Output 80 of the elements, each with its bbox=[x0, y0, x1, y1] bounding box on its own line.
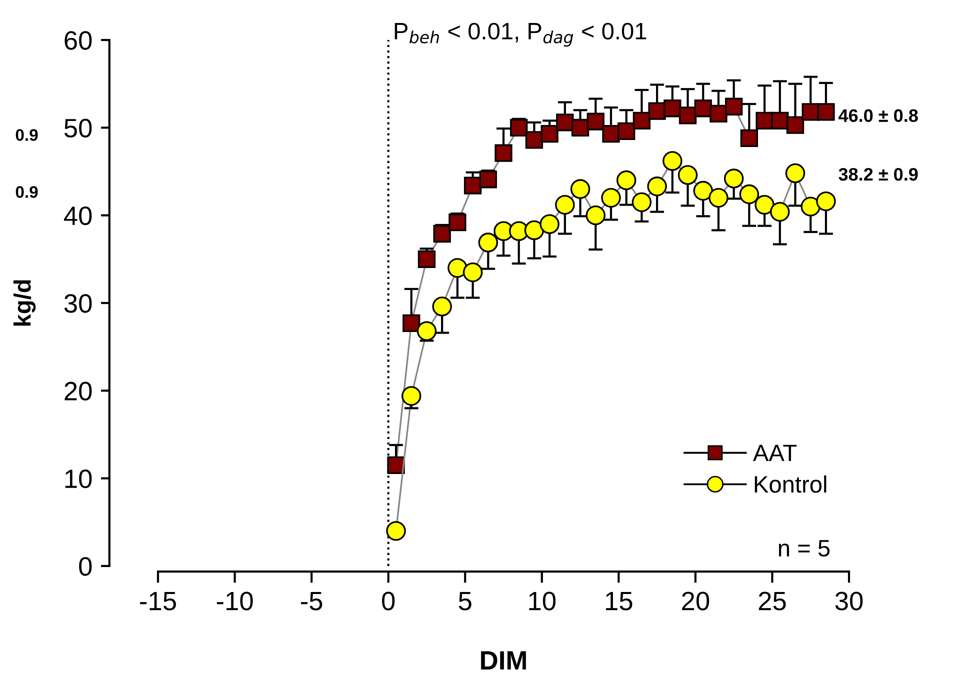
point bbox=[525, 131, 544, 149]
x-tick-label: -15 bbox=[140, 592, 176, 610]
point bbox=[632, 192, 652, 212]
point bbox=[602, 124, 620, 143]
point bbox=[586, 205, 606, 226]
point bbox=[678, 165, 698, 185]
point bbox=[586, 112, 604, 130]
point bbox=[724, 168, 744, 188]
point bbox=[708, 188, 728, 208]
point bbox=[540, 214, 560, 234]
point bbox=[418, 250, 436, 268]
point bbox=[662, 151, 682, 171]
point bbox=[601, 188, 621, 208]
x-tick-label: 25 bbox=[758, 592, 786, 610]
point bbox=[402, 386, 422, 406]
x-tick-label: 10 bbox=[529, 592, 556, 610]
point bbox=[771, 112, 789, 130]
x-tick-label: -5 bbox=[300, 592, 322, 610]
point bbox=[632, 112, 651, 130]
point bbox=[725, 98, 743, 116]
y-tick-label: 60 bbox=[64, 31, 92, 50]
text: 0.9 bbox=[16, 129, 38, 141]
point bbox=[817, 103, 835, 121]
y-tick-label: 20 bbox=[64, 382, 92, 400]
x-tick-label: 0 bbox=[382, 592, 395, 610]
annotation: P$_{beh}$ < 0.01, P$_{dag}$ < 0.01 bbox=[394, 22, 646, 47]
point bbox=[571, 118, 590, 136]
point bbox=[647, 176, 667, 196]
point bbox=[433, 224, 451, 243]
annotation: 46.0 ± 0.8 bbox=[838, 109, 918, 122]
y-tick-label: 50 bbox=[64, 118, 92, 138]
point bbox=[448, 214, 466, 232]
y-tick-label: 30 bbox=[64, 294, 92, 313]
point bbox=[678, 106, 697, 124]
point bbox=[540, 124, 558, 143]
point bbox=[800, 196, 820, 216]
point bbox=[694, 100, 712, 118]
point bbox=[693, 180, 713, 201]
y-tick-label: 40 bbox=[64, 206, 92, 226]
point bbox=[816, 191, 836, 212]
point bbox=[616, 170, 636, 190]
point bbox=[524, 220, 544, 240]
x-tick-label: 5 bbox=[458, 592, 472, 610]
point bbox=[754, 194, 774, 215]
text: 0.9 bbox=[16, 186, 38, 198]
x-tick-label: 30 bbox=[835, 592, 863, 610]
point bbox=[464, 176, 482, 194]
x-axis-title: DIM bbox=[481, 651, 526, 670]
point bbox=[739, 184, 760, 204]
point bbox=[402, 314, 420, 332]
point bbox=[648, 102, 666, 120]
y-axis-title: kg/d bbox=[13, 280, 36, 326]
point bbox=[386, 521, 406, 541]
legend-label: Kontrol bbox=[754, 475, 826, 493]
point bbox=[570, 179, 590, 199]
y-tick-label: 0 bbox=[79, 557, 92, 576]
point bbox=[556, 114, 574, 132]
point bbox=[555, 194, 575, 215]
point bbox=[786, 116, 804, 134]
x-tick-label: 15 bbox=[606, 592, 632, 610]
point bbox=[478, 232, 498, 252]
annotation: n = 5 bbox=[778, 540, 830, 557]
annotation: 38.2 ± 0.9 bbox=[838, 168, 918, 181]
point bbox=[756, 112, 774, 130]
legend-label: AAT bbox=[752, 444, 797, 462]
point bbox=[462, 262, 483, 282]
point bbox=[416, 321, 437, 341]
point bbox=[710, 104, 728, 122]
point bbox=[448, 258, 468, 278]
x-tick-label: -10 bbox=[216, 592, 253, 610]
point bbox=[494, 144, 512, 162]
point bbox=[432, 296, 452, 316]
point bbox=[770, 202, 790, 222]
point bbox=[664, 100, 682, 118]
point bbox=[740, 129, 758, 148]
x-tick-label: 20 bbox=[682, 592, 710, 610]
point bbox=[387, 456, 405, 474]
point bbox=[618, 122, 636, 140]
point bbox=[785, 163, 806, 184]
y-tick-label: 10 bbox=[65, 469, 92, 488]
